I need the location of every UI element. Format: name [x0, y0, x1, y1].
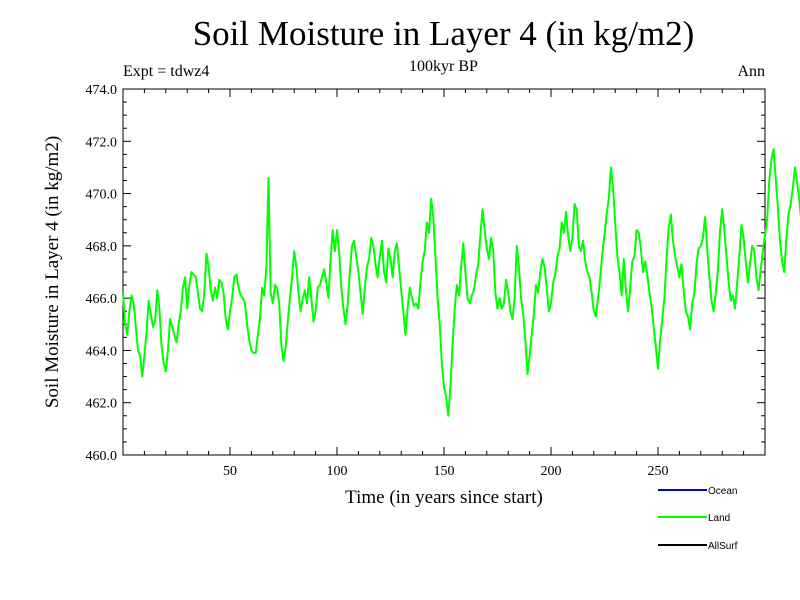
legend-label-allsurf: AllSurf [708, 541, 738, 552]
y-tick-label: 474.0 [86, 83, 118, 98]
y-tick-label: 464.0 [86, 344, 118, 359]
y-tick-label: 472.0 [86, 135, 118, 150]
y-tick-label: 470.0 [86, 188, 118, 203]
legend-label-land: Land [708, 513, 730, 524]
y-tick-label: 468.0 [86, 240, 118, 255]
series-line-land [122, 148, 800, 417]
y-tick-label: 460.0 [86, 449, 118, 464]
experiment-label: Expt = tdwz4 [123, 63, 210, 80]
plot-frame [122, 88, 766, 456]
y-tick-label: 462.0 [86, 397, 118, 412]
x-tick-label: 250 [648, 464, 669, 479]
y-axis-title: Soil Moisture in Layer 4 (in kg/m2) [42, 136, 63, 408]
y-tick-label: 466.0 [86, 292, 118, 307]
x-axis-title: Time (in years since start) [345, 487, 543, 508]
chart-subtitle: 100kyr BP [409, 58, 478, 75]
x-tick-label: 100 [327, 464, 348, 479]
x-tick-label: 150 [434, 464, 455, 479]
chart-title: Soil Moisture in Layer 4 (in kg/m2) [192, 14, 695, 53]
x-tick-label: 200 [541, 464, 562, 479]
legend-label-ocean: Ocean [708, 486, 737, 497]
season-label: Ann [737, 63, 765, 80]
x-tick-label: 50 [223, 464, 237, 479]
